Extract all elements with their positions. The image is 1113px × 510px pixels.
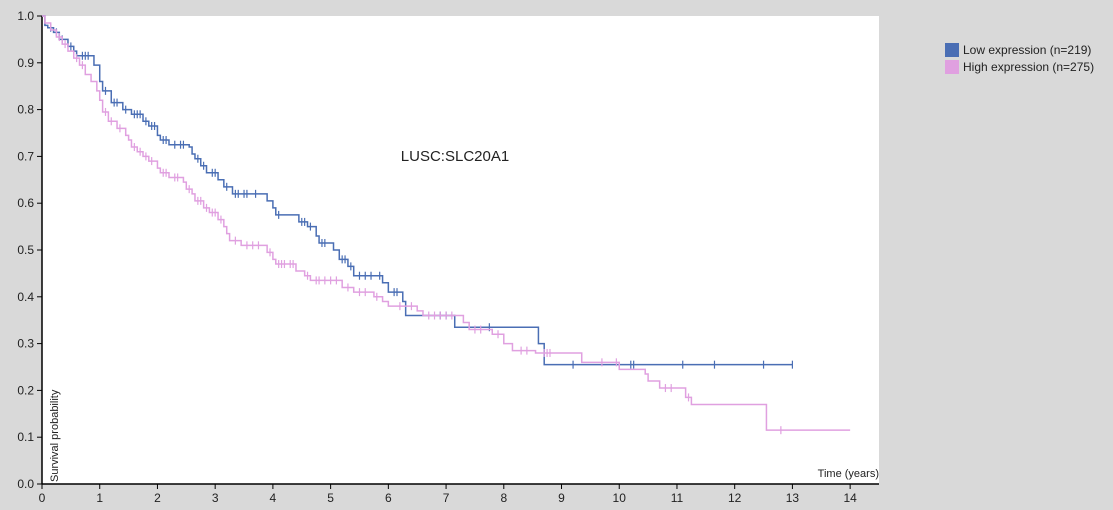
x-tick-label: 11	[671, 491, 684, 505]
legend-label: High expression (n=275)	[963, 60, 1094, 74]
x-tick-label: 12	[728, 491, 742, 505]
legend-swatch	[945, 43, 959, 57]
axes: 0.00.10.20.30.40.50.60.70.80.91.00 1 2 3 4 5 6…	[17, 9, 879, 505]
x-tick-label: 7	[443, 491, 450, 505]
x-tick-label: 5	[327, 491, 334, 505]
x-tick-label: 0	[39, 491, 46, 505]
x-tick-label: 10	[613, 491, 627, 505]
y-tick-label: 0.1	[17, 430, 34, 444]
y-tick-label: 0.2	[17, 383, 34, 397]
x-tick-label: 2	[154, 491, 161, 505]
x-tick-label: 1	[96, 491, 103, 505]
y-tick-label: 0.7	[17, 149, 34, 163]
x-tick-label: 13	[786, 491, 800, 505]
legend-label: Low expression (n=219)	[963, 43, 1091, 57]
chart-title: LUSC:SLC20A1	[401, 148, 509, 165]
legend: Low expression (n=219) High expression (n…	[945, 43, 1094, 74]
x-tick-label: 6	[385, 491, 392, 505]
x-tick-label: 14	[843, 491, 857, 505]
x-tick-label: 3	[212, 491, 219, 505]
series-layer	[42, 15, 851, 435]
x-tick-label: 4	[270, 491, 277, 505]
series-line-high	[42, 15, 851, 431]
y-tick-label: 0.4	[17, 290, 34, 304]
x-tick-label: 9	[558, 491, 565, 505]
y-tick-label: 0.6	[17, 196, 34, 210]
y-tick-label: 0.3	[17, 337, 34, 351]
x-axis-label: Time (years)	[818, 468, 879, 480]
legend-swatch	[945, 60, 959, 74]
y-tick-label: 0.8	[17, 103, 34, 117]
y-tick-label: 0.0	[17, 477, 34, 491]
y-tick-label: 0.5	[17, 243, 34, 257]
y-axis-label: Survival probability	[49, 389, 61, 482]
plot-area	[42, 16, 879, 484]
y-tick-label: 0.9	[17, 56, 34, 70]
x-tick-label: 8	[500, 491, 507, 505]
y-tick-label: 1.0	[17, 9, 34, 23]
